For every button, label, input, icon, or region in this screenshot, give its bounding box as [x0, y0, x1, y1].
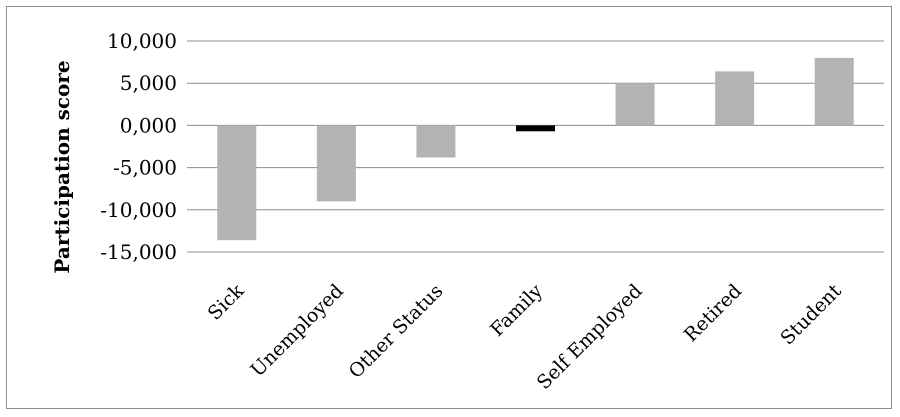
y-axis-ticks: 10,000 5,000 0,000 -5,000 -10,000 -15,000	[100, 29, 177, 264]
y-tick-label: -10,000	[100, 198, 177, 222]
bar-unemployed	[316, 125, 356, 202]
x-category-label: Sick	[204, 280, 249, 325]
x-category-label: Unemployed	[247, 280, 348, 381]
bar-other-status	[416, 125, 456, 158]
bar-retired	[715, 71, 755, 126]
y-tick-label: -5,000	[113, 156, 177, 180]
y-tick-label: 5,000	[120, 71, 177, 95]
y-tick-label: 10,000	[107, 29, 177, 53]
x-category-label: Self Employed	[533, 280, 647, 394]
bar-sick	[217, 125, 257, 241]
y-axis-title: Participation score	[50, 60, 74, 273]
bar-chart: 10,000 5,000 0,000 -5,000 -10,000 -15,000 Sic…	[50, 29, 884, 394]
y-tick-label: -15,000	[100, 240, 177, 264]
x-category-label: Other Status	[345, 280, 448, 383]
x-category-label: Family	[486, 280, 547, 341]
y-tick-label: 0,000	[120, 113, 177, 137]
x-category-label: Student	[776, 280, 846, 350]
bar-self-employed	[615, 83, 655, 126]
bar-family	[516, 125, 555, 132]
x-category-label: Retired	[680, 280, 746, 346]
gridlines	[187, 40, 884, 253]
bars	[217, 57, 854, 241]
chart-frame: 10,000 5,000 0,000 -5,000 -10,000 -15,000 Sic…	[6, 6, 892, 409]
bar-student	[814, 57, 854, 126]
